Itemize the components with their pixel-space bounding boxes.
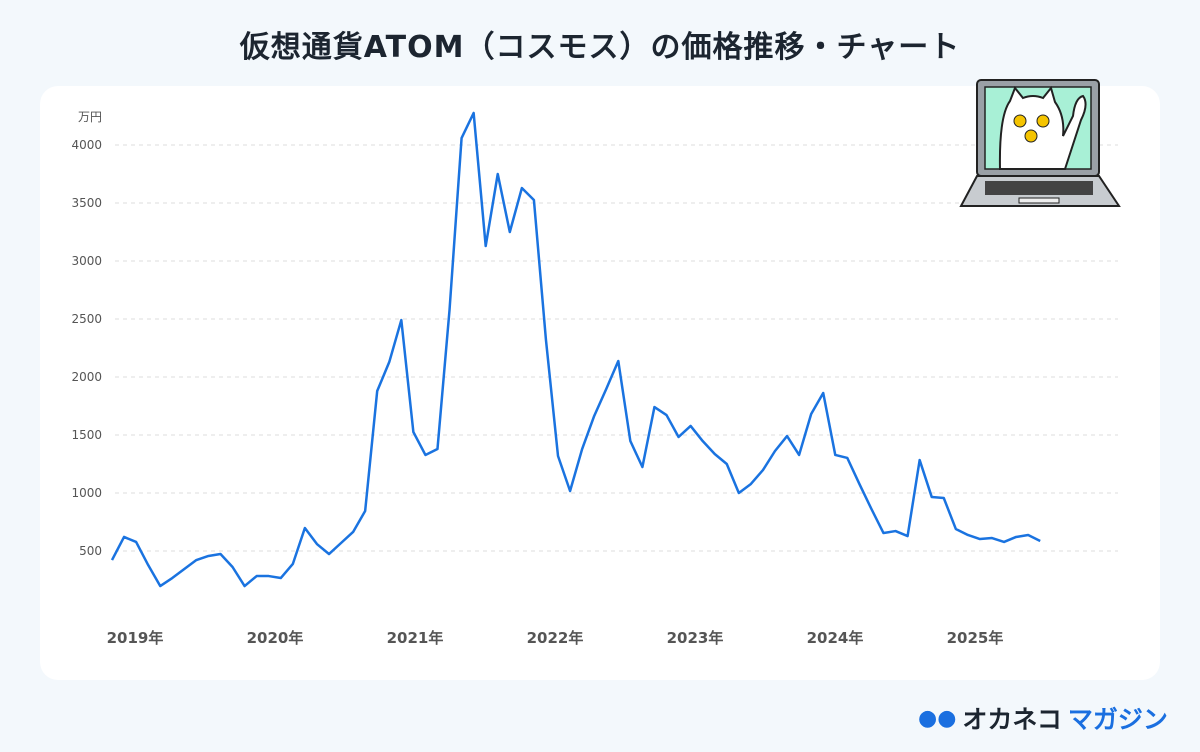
cat-laptop-illustration [959, 79, 1121, 207]
price-chart: 万円 500 1000 1500 2000 2500 3000 3500 4000 2019年 2… [71, 110, 1118, 647]
price-line [110, 111, 1041, 588]
y-tick-label: 4000 [71, 138, 102, 152]
y-tick-label: 500 [79, 544, 102, 558]
logo-text-1: オカネコ [962, 705, 1062, 734]
y-tick-label: 3000 [71, 254, 102, 268]
x-tick-label: 2020年 [247, 629, 304, 647]
y-tick-label: 3500 [71, 196, 102, 210]
x-tick-label: 2019年 [107, 629, 164, 647]
y-tick-label: 2500 [71, 312, 102, 326]
page-title: 仮想通貨ATOM（コスモス）の価格推移・チャート [239, 30, 961, 65]
y-tick-label: 2000 [71, 370, 102, 384]
y-axis-unit: 万円 [78, 110, 102, 124]
x-tick-label: 2023年 [667, 629, 724, 647]
y-tick-label: 1500 [71, 428, 102, 442]
logo-icon: ●● [918, 705, 957, 731]
x-tick-label: 2022年 [527, 629, 584, 647]
x-tick-label: 2024年 [807, 629, 864, 647]
y-tick-label: 1000 [71, 486, 102, 500]
brand-logo[interactable]: ●● オカネコ マガジン [918, 700, 1168, 736]
x-tick-label: 2021年 [387, 629, 444, 647]
logo-text-2: マガジン [1067, 705, 1168, 734]
x-tick-label: 2025年 [947, 629, 1004, 647]
